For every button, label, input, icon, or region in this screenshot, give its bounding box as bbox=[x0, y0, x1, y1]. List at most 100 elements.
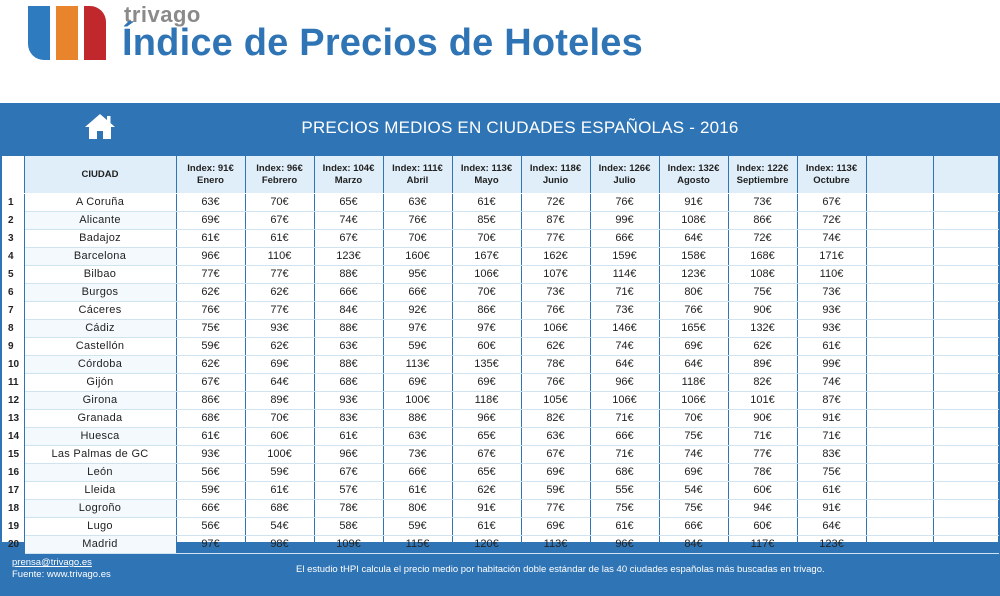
city-cell: Burgos bbox=[24, 283, 177, 302]
price-cell: 76€ bbox=[659, 301, 729, 320]
price-cell: 61€ bbox=[452, 193, 522, 212]
month-column-header: Index: 111€ Abril bbox=[383, 156, 453, 194]
price-cell: 56€ bbox=[176, 517, 246, 536]
price-cell: 61€ bbox=[452, 517, 522, 536]
row-rank: 11 bbox=[2, 373, 25, 391]
price-cell: 96€ bbox=[590, 535, 660, 554]
price-cell: 55€ bbox=[590, 481, 660, 500]
empty-cell bbox=[933, 193, 999, 212]
empty-cell bbox=[866, 373, 934, 392]
price-cell: 75€ bbox=[590, 499, 660, 518]
price-cell: 72€ bbox=[797, 211, 867, 230]
price-cell: 80€ bbox=[659, 283, 729, 302]
price-cell: 114€ bbox=[590, 265, 660, 284]
price-cell: 77€ bbox=[521, 499, 591, 518]
price-cell: 135€ bbox=[452, 355, 522, 374]
empty-cell bbox=[866, 265, 934, 284]
price-cell: 68€ bbox=[590, 463, 660, 482]
month-column-header: Index: 113€ Octubre bbox=[797, 156, 867, 194]
price-cell: 62€ bbox=[176, 355, 246, 374]
empty-cell bbox=[933, 211, 999, 230]
month-name: Septiembre bbox=[736, 175, 789, 187]
price-cell: 54€ bbox=[659, 481, 729, 500]
table-row: 4 Barcelona 96€ 110€ 123€ 160€ 167€ 162€ 159€ 158… bbox=[2, 247, 999, 266]
price-cell: 168€ bbox=[728, 247, 798, 266]
month-name: Octubre bbox=[813, 175, 850, 187]
price-table: CIUDAD Index: 91€ Enero Index: 96€ Febrero I… bbox=[2, 156, 999, 554]
price-cell: 67€ bbox=[176, 373, 246, 392]
price-cell: 65€ bbox=[452, 427, 522, 446]
table-row: 20 Madrid 97€ 98€ 109€ 115€ 120€ 113€ 96€ 84€ 117€… bbox=[2, 535, 999, 554]
price-cell: 91€ bbox=[452, 499, 522, 518]
brand-name: trivago bbox=[124, 2, 201, 27]
table-row: 14 Huesca 61€ 60€ 61€ 63€ 65€ 63€ 66€ 75€ 71€ 71€ bbox=[2, 427, 999, 446]
price-cell: 99€ bbox=[797, 355, 867, 374]
price-cell: 61€ bbox=[797, 337, 867, 356]
price-cell: 101€ bbox=[728, 391, 798, 410]
price-cell: 69€ bbox=[521, 517, 591, 536]
empty-cell bbox=[866, 355, 934, 374]
price-cell: 61€ bbox=[245, 229, 315, 248]
table-row: 9 Castellón 59€ 62€ 63€ 59€ 60€ 62€ 74€ 69€ 62€ 61€ bbox=[2, 337, 999, 356]
price-cell: 71€ bbox=[728, 427, 798, 446]
price-cell: 70€ bbox=[245, 409, 315, 428]
price-cell: 54€ bbox=[245, 517, 315, 536]
price-cell: 106€ bbox=[659, 391, 729, 410]
empty-cell bbox=[933, 481, 999, 500]
month-index: Index: 111€ bbox=[392, 163, 443, 175]
price-cell: 123€ bbox=[659, 265, 729, 284]
row-rank: 19 bbox=[2, 517, 25, 535]
press-email-link[interactable]: prensa@trivago.es bbox=[12, 557, 92, 568]
month-index: Index: 96€ bbox=[256, 163, 303, 175]
price-cell: 64€ bbox=[797, 517, 867, 536]
price-cell: 63€ bbox=[521, 427, 591, 446]
month-name: Enero bbox=[197, 175, 224, 187]
page-header: trivago Índice de Precios de Hoteles bbox=[0, 0, 1000, 100]
price-cell: 78€ bbox=[728, 463, 798, 482]
table-header-row: CIUDAD Index: 91€ Enero Index: 96€ Febrero I… bbox=[2, 156, 999, 194]
price-cell: 70€ bbox=[659, 409, 729, 428]
row-rank: 7 bbox=[2, 301, 25, 319]
price-cell: 68€ bbox=[245, 499, 315, 518]
price-cell: 69€ bbox=[383, 373, 453, 392]
price-cell: 123€ bbox=[314, 247, 384, 266]
price-cell: 76€ bbox=[521, 373, 591, 392]
row-rank: 14 bbox=[2, 427, 25, 445]
empty-cell bbox=[933, 499, 999, 518]
price-cell: 109€ bbox=[314, 535, 384, 554]
price-cell: 61€ bbox=[245, 481, 315, 500]
price-cell: 70€ bbox=[245, 193, 315, 212]
empty-cell bbox=[866, 463, 934, 482]
price-cell: 171€ bbox=[797, 247, 867, 266]
row-rank: 5 bbox=[2, 265, 25, 283]
table-row: 16 León 56€ 59€ 67€ 66€ 65€ 69€ 68€ 69€ 78€ 75€ bbox=[2, 463, 999, 482]
home-icon[interactable] bbox=[83, 112, 117, 140]
price-cell: 71€ bbox=[590, 283, 660, 302]
price-cell: 59€ bbox=[383, 517, 453, 536]
empty-cell bbox=[866, 193, 934, 212]
price-cell: 61€ bbox=[383, 481, 453, 500]
city-cell: Madrid bbox=[24, 535, 177, 554]
row-rank: 6 bbox=[2, 283, 25, 301]
city-cell: Córdoba bbox=[24, 355, 177, 374]
empty-column-header-1 bbox=[866, 156, 934, 194]
city-column-header: CIUDAD bbox=[24, 156, 177, 194]
table-row: 10 Córdoba 62€ 69€ 88€ 113€ 135€ 78€ 64€ 64€ 89€ 99… bbox=[2, 355, 999, 374]
price-cell: 67€ bbox=[314, 463, 384, 482]
price-cell: 69€ bbox=[659, 337, 729, 356]
price-cell: 65€ bbox=[314, 193, 384, 212]
price-cell: 60€ bbox=[728, 517, 798, 536]
empty-cell bbox=[933, 337, 999, 356]
price-cell: 77€ bbox=[176, 265, 246, 284]
price-cell: 91€ bbox=[797, 499, 867, 518]
price-cell: 59€ bbox=[383, 337, 453, 356]
footer-contact: prensa@trivago.es Fuente: www.trivago.es bbox=[12, 557, 111, 581]
price-cell: 77€ bbox=[728, 445, 798, 464]
price-cell: 146€ bbox=[590, 319, 660, 338]
empty-cell bbox=[866, 445, 934, 464]
price-cell: 110€ bbox=[797, 265, 867, 284]
price-cell: 108€ bbox=[659, 211, 729, 230]
empty-cell bbox=[933, 445, 999, 464]
price-cell: 69€ bbox=[176, 211, 246, 230]
table-row: 15 Las Palmas de GC 93€ 100€ 96€ 73€ 67€ 67€ 71€… bbox=[2, 445, 999, 464]
